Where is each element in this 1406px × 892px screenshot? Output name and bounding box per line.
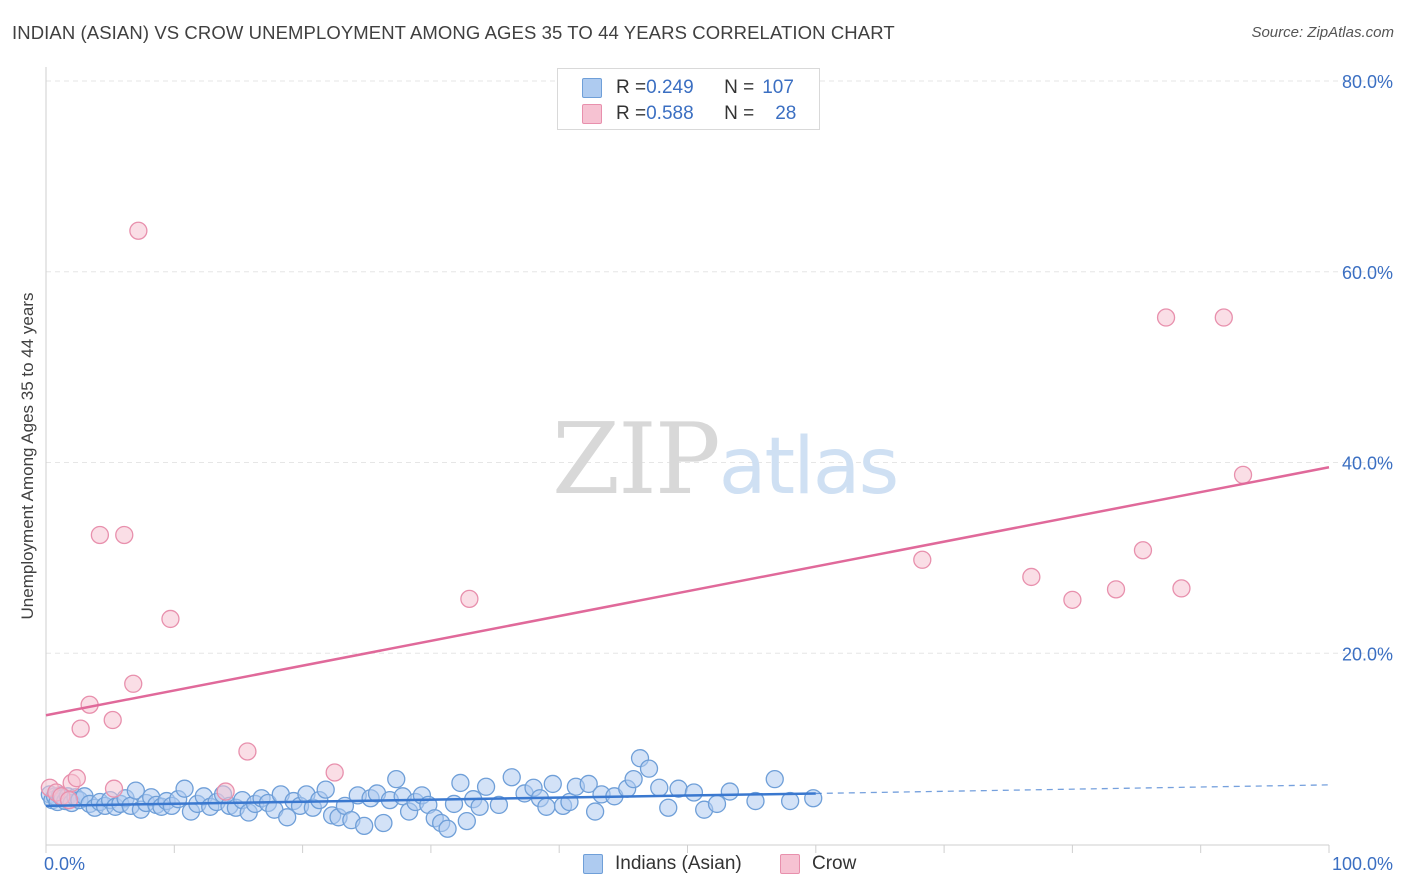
data-point-indians [470, 797, 489, 816]
data-point-crow [1156, 308, 1176, 327]
data-point-indians [537, 797, 556, 816]
legend-row-crow: R = 0.588 N = 28 [582, 102, 796, 126]
y-tick-label: 20.0% [1342, 644, 1393, 664]
data-point-indians [278, 808, 297, 827]
series-indians-asian [40, 749, 823, 838]
data-point-indians [780, 791, 800, 811]
data-point-crow [161, 609, 180, 629]
series-legend-label: Crow [812, 853, 857, 874]
data-point-indians [659, 798, 678, 817]
y-tick-label: 80.0% [1342, 72, 1393, 92]
legend-n-label: N = [724, 103, 755, 124]
data-point-crow [913, 550, 932, 569]
y-tick-label: 40.0% [1342, 454, 1393, 474]
data-point-indians [175, 779, 194, 798]
data-point-crow [238, 742, 257, 761]
series-legend-crow: Crow [780, 853, 856, 875]
y-axis-label: Unemployment Among Ages 35 to 44 years [18, 292, 37, 620]
stats-legend: R = 0.249 N = 107 R = 0.588 N = 28 [557, 68, 820, 130]
axes [45, 67, 1330, 853]
data-point-indians [639, 759, 659, 778]
data-point-indians [650, 778, 669, 797]
data-point-crow [1214, 308, 1233, 327]
trend-lines [45, 466, 1330, 808]
data-point-crow [90, 525, 110, 545]
data-point-crow [1233, 465, 1253, 485]
series-legend-indians: Indians (Asian) [583, 853, 742, 875]
data-point-crow [1133, 541, 1153, 560]
data-point-indians [707, 794, 727, 814]
trend-line-indians-extension [815, 784, 1330, 795]
data-point-indians [374, 813, 393, 833]
data-point-crow [104, 779, 124, 798]
data-point-crow [124, 674, 143, 693]
data-point-crow [129, 221, 148, 240]
x-tick-label: 0.0% [44, 854, 85, 874]
legend-r-label: R = [616, 77, 647, 98]
data-point-crow [71, 719, 90, 738]
data-point-crow [115, 525, 134, 545]
data-point-crow [1063, 590, 1082, 609]
trend-line-crow [45, 466, 1330, 717]
data-point-indians [746, 791, 765, 811]
legend-n-value: 28 [775, 103, 797, 124]
data-point-indians [720, 782, 739, 801]
data-point-crow [1022, 567, 1041, 587]
data-point-indians [476, 777, 496, 796]
data-point-crow [1172, 579, 1191, 598]
legend-r-label: R = [616, 103, 647, 124]
data-point-indians [624, 769, 643, 789]
gridlines [46, 80, 1392, 654]
legend-row-indians: R = 0.249 N = 107 [582, 76, 794, 100]
data-point-indians [126, 781, 145, 800]
series-swatch-pink [780, 854, 800, 874]
legend-swatch-pink [582, 104, 602, 124]
series-legend-label: Indians (Asian) [615, 853, 742, 874]
legend-swatch-blue [582, 78, 602, 98]
data-point-indians [765, 769, 784, 789]
data-point-indians [684, 783, 704, 802]
legend-n-label: N = [724, 77, 755, 98]
data-point-indians [355, 816, 374, 836]
y-tick-label: 60.0% [1342, 263, 1393, 283]
data-point-indians [457, 811, 476, 831]
data-point-crow [103, 710, 122, 730]
data-point-indians [316, 780, 335, 799]
data-point-crow [67, 769, 86, 788]
series-legend: Indians (Asian) Crow [0, 850, 1406, 878]
data-point-indians [438, 819, 457, 838]
data-point-indians [489, 795, 509, 815]
data-point-crow [1106, 580, 1126, 599]
chart-title: INDIAN (ASIAN) VS CROW UNEMPLOYMENT AMON… [12, 22, 895, 43]
watermark: ZIPatlas [552, 403, 899, 517]
source-credit: Source: ZipAtlas.com [1251, 24, 1394, 41]
legend-n-value: 107 [762, 77, 794, 98]
tick-labels: 20.0% 40.0% 60.0% 80.0% 0.0% 100.0% [44, 72, 1393, 874]
data-point-crow [216, 782, 235, 801]
x-tick-label: 100.0% [1332, 854, 1393, 874]
legend-r-value: 0.588 [646, 103, 694, 124]
data-point-crow [325, 763, 344, 782]
data-point-indians [585, 802, 605, 821]
data-point-indians [579, 774, 598, 794]
data-point-indians [451, 773, 470, 793]
trend-line-indians [45, 792, 816, 808]
series-swatch-blue [583, 854, 603, 874]
legend-r-value: 0.249 [646, 77, 694, 98]
data-point-indians [387, 769, 406, 789]
data-point-indians [502, 768, 521, 787]
data-point-crow [460, 589, 479, 609]
data-point-indians [543, 774, 562, 794]
series-crow [40, 221, 1253, 810]
